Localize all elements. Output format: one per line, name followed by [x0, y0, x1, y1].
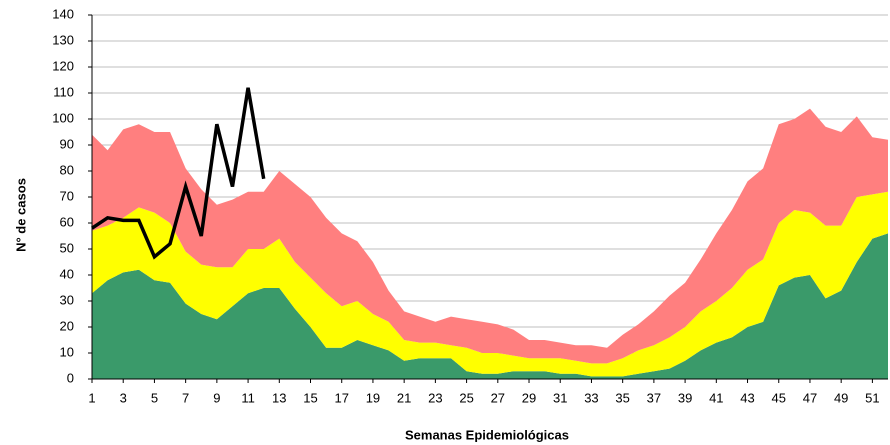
- y-tick-label: 110: [53, 84, 74, 99]
- y-axis-label: N° de casos: [13, 178, 28, 252]
- x-tick-label: 23: [428, 390, 442, 405]
- x-tick-label: 31: [553, 390, 567, 405]
- y-tick-label: 60: [60, 214, 74, 229]
- x-tick-label: 41: [709, 390, 723, 405]
- marks: [91, 87, 888, 379]
- y-tick-label: 140: [52, 6, 74, 21]
- area: [92, 233, 888, 379]
- x-tick-label: 51: [865, 390, 879, 405]
- y-tick-label: 80: [60, 162, 74, 177]
- y-tick-label: 130: [52, 32, 74, 47]
- x-tick-label: 7: [182, 390, 189, 405]
- y-tick-label: 120: [52, 58, 74, 73]
- x-tick-label: 47: [803, 390, 817, 405]
- y-tick-label: 50: [60, 240, 74, 255]
- x-tick-label: 13: [272, 390, 286, 405]
- x-tick-label: 39: [678, 390, 692, 405]
- x-tick-label: 43: [740, 390, 754, 405]
- y-tick-label: 100: [52, 110, 74, 125]
- y-tick-label: 20: [60, 318, 74, 333]
- x-tick-label: 11: [241, 390, 255, 405]
- x-tick-label: 45: [772, 390, 786, 405]
- y-tick-label: 30: [60, 292, 74, 307]
- x-tick-label: 29: [522, 390, 536, 405]
- y-tick-label: 10: [60, 344, 74, 359]
- area: [92, 191, 888, 377]
- x-tick-label: 9: [213, 390, 220, 405]
- x-tick-label: 1: [88, 390, 95, 405]
- line: [91, 87, 266, 260]
- y-tick-label: 70: [60, 188, 74, 203]
- x-tick-label: 17: [334, 390, 348, 405]
- x-tick-label: 19: [366, 390, 380, 405]
- x-tick-label: 21: [397, 390, 411, 405]
- x-tick-label: 49: [834, 390, 848, 405]
- x-axis-label: Semanas Epidemiológicas: [405, 427, 569, 442]
- x-tick-label: 27: [491, 390, 505, 405]
- y-tick-label: 40: [60, 266, 74, 281]
- x-tick-label: 25: [459, 390, 473, 405]
- x-tick-label: 37: [647, 390, 661, 405]
- area: [92, 108, 888, 364]
- y-tick-label: 90: [60, 136, 74, 151]
- x-tick-label: 5: [151, 390, 158, 405]
- x-tick-label: 3: [120, 390, 127, 405]
- x-tick-label: 35: [615, 390, 629, 405]
- x-tick-label: 15: [303, 390, 317, 405]
- y-tick-label: 0: [67, 370, 74, 385]
- x-tick-label: 33: [584, 390, 598, 405]
